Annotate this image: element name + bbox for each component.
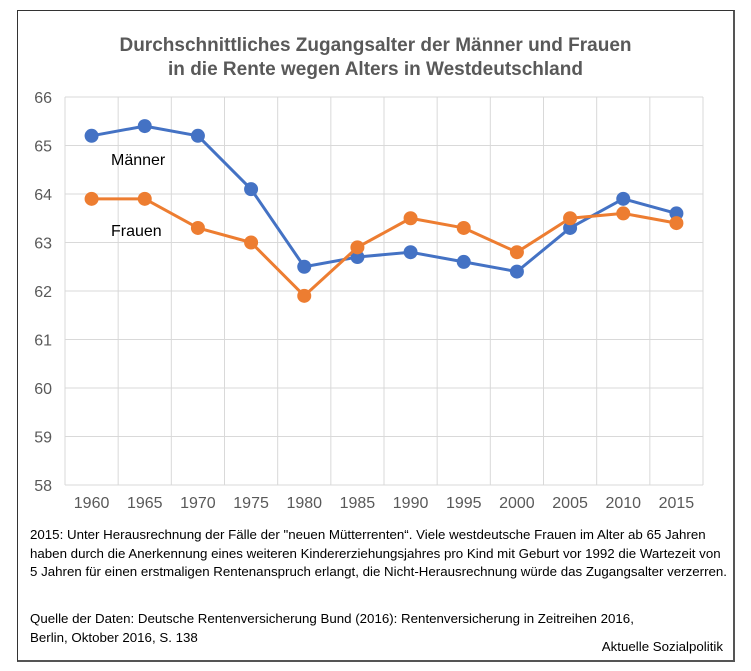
x-tick-label: 1990 <box>393 495 429 512</box>
series-label-maenner: Männer <box>111 152 166 169</box>
x-tick-label: 1965 <box>127 495 163 512</box>
x-tick-label: 2000 <box>499 495 535 512</box>
data-point <box>137 191 152 206</box>
data-point <box>137 119 152 134</box>
chart-title: Durchschnittliches Zugangsalter der Männ… <box>0 34 751 82</box>
x-tick-label: 1995 <box>446 495 482 512</box>
x-axis-ticks: 1960 1965 1970 1975 1980 1985 1990 1995 2000 2005… <box>74 495 695 512</box>
data-point <box>509 245 524 260</box>
data-point <box>84 128 99 143</box>
y-axis-ticks: 58 59 60 61 62 63 64 65 66 <box>34 90 52 495</box>
grid <box>64 96 704 486</box>
data-point <box>297 288 312 303</box>
y-tick-label: 60 <box>34 381 52 398</box>
data-point <box>563 211 578 226</box>
chart-title-line-1: Durchschnittliches Zugangsalter der Männ… <box>119 35 632 56</box>
y-tick-label: 65 <box>34 139 52 156</box>
series-frauen <box>84 191 684 303</box>
data-point <box>190 128 205 143</box>
data-point <box>403 245 418 260</box>
series-line <box>91 197 677 298</box>
data-point <box>669 216 684 231</box>
data-point <box>244 235 259 250</box>
source-line-1: Quelle der Daten: Deutsche Rentenversich… <box>30 611 634 626</box>
y-tick-label: 61 <box>34 333 52 350</box>
data-point <box>190 220 205 235</box>
data-point <box>84 191 99 206</box>
data-point <box>350 240 365 255</box>
y-tick-label: 66 <box>34 90 52 107</box>
data-point <box>350 250 365 265</box>
footnote: 2015: Unter Herausrechnung der Fälle der… <box>30 527 727 579</box>
data-point <box>669 206 684 221</box>
chart-frame <box>17 10 735 662</box>
source-note: Quelle der Daten: Deutsche Rentenversich… <box>30 610 730 647</box>
data-point <box>403 211 418 226</box>
y-tick-label: 63 <box>34 236 52 253</box>
y-tick-label: 64 <box>34 187 52 204</box>
x-tick-label: 1970 <box>180 495 216 512</box>
data-point <box>616 206 631 221</box>
x-tick-label: 2010 <box>605 495 641 512</box>
x-tick-label: 2005 <box>552 495 588 512</box>
y-tick-label: 58 <box>34 478 52 495</box>
x-tick-label: 1985 <box>340 495 376 512</box>
credit: Aktuelle Sozialpolitik <box>601 639 723 654</box>
y-tick-label: 59 <box>34 430 52 447</box>
data-point <box>456 254 471 269</box>
data-point <box>456 220 471 235</box>
y-tick-label: 62 <box>34 284 52 301</box>
data-point <box>297 259 312 274</box>
series-label-frauen: Frauen <box>111 223 162 240</box>
source-line-2: Berlin, Oktober 2016, S. 138 <box>30 629 198 645</box>
data-point <box>509 264 524 279</box>
series-layer <box>84 119 684 303</box>
data-point <box>563 220 578 235</box>
series-maenner <box>84 119 684 279</box>
data-point <box>244 182 259 197</box>
x-tick-label: 1980 <box>286 495 322 512</box>
data-point <box>616 191 631 206</box>
x-tick-label: 1975 <box>233 495 269 512</box>
series-line <box>91 124 677 274</box>
x-tick-label: 2015 <box>659 495 695 512</box>
x-tick-label: 1960 <box>74 495 110 512</box>
chart-title-line-2: in die Rente wegen Alters in Westdeutsch… <box>168 59 583 80</box>
